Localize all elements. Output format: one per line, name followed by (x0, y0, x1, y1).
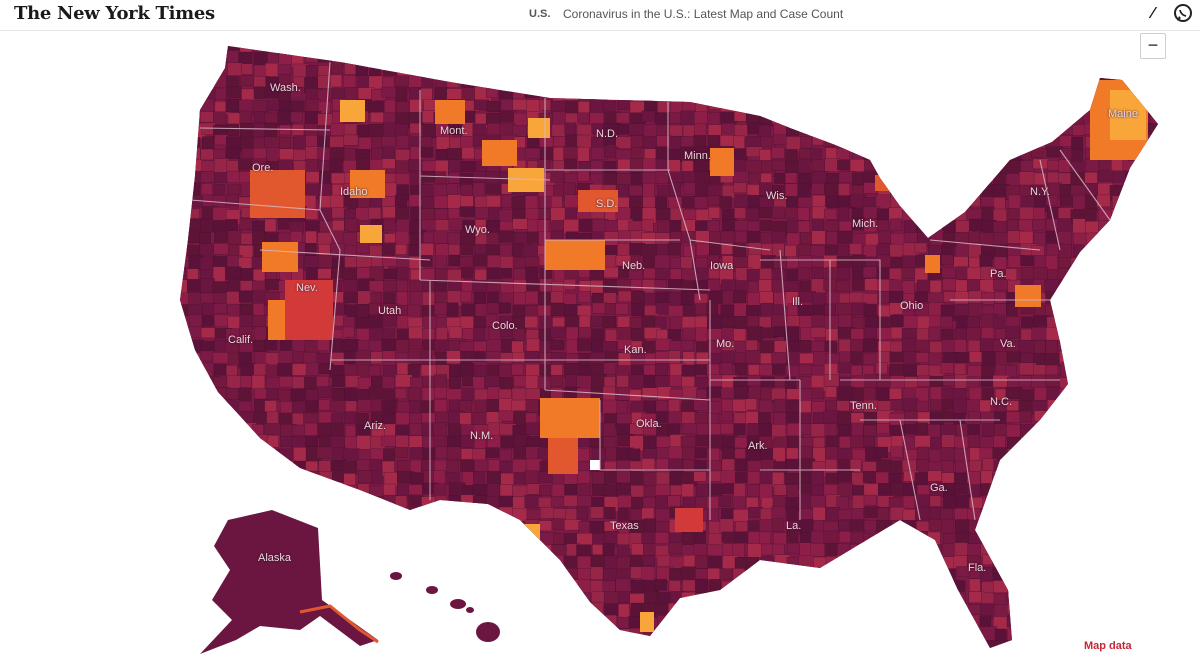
top-bar: The New York Times U.S. Coronavirus in t… (0, 0, 1200, 31)
state-borders (189, 61, 1111, 521)
state-label-nm: N.M. (470, 430, 494, 442)
state-label-nd: N.D. (596, 128, 618, 140)
state-label-okla: Okla. (636, 418, 662, 430)
article-headline: Coronavirus in the U.S.: Latest Map and … (563, 7, 844, 21)
state-label-mo: Mo. (716, 338, 735, 350)
us-county-map[interactable] (0, 30, 1200, 668)
state-label-ny: N.Y. (1030, 186, 1050, 198)
state-label-ariz: Ariz. (364, 420, 386, 432)
state-label-wash: Wash. (270, 82, 301, 94)
state-label-idaho: Idaho (340, 186, 368, 198)
map-credit: Map data (1084, 640, 1132, 652)
state-label-ill: Ill. (792, 296, 803, 308)
state-label-va: Va. (1000, 338, 1016, 350)
state-label-alaska: Alaska (258, 552, 292, 564)
alaska-shape (200, 510, 378, 654)
nyt-logo[interactable]: The New York Times (14, 3, 215, 24)
state-label-neb: Neb. (622, 260, 646, 272)
state-label-utah: Utah (378, 305, 402, 317)
state-label-ohio: Ohio (900, 300, 924, 312)
state-label-nc: N.C. (990, 396, 1012, 408)
state-label-kan: Kan. (624, 344, 647, 356)
state-label-nev: Nev. (296, 282, 318, 294)
whatsapp-icon[interactable] (1172, 2, 1194, 24)
state-label-fla: Fla. (968, 562, 987, 574)
state-label-iowa: Iowa (710, 260, 734, 272)
state-label-ore: Ore. (252, 162, 274, 174)
state-label-wyo: Wyo. (465, 224, 490, 236)
zoom-out-button[interactable]: − (1140, 33, 1166, 59)
state-label-sd: S.D. (596, 198, 618, 210)
state-label-ga: Ga. (930, 482, 948, 494)
state-label-mich: Mich. (852, 218, 879, 230)
state-label-wis: Wis. (766, 190, 788, 202)
state-label-tenn: Tenn. (850, 400, 877, 412)
state-label-la: La. (786, 520, 802, 532)
state-label-maine: Maine (1108, 108, 1138, 120)
section-label[interactable]: U.S. (529, 8, 551, 20)
state-label-mont: Mont. (440, 125, 468, 137)
state-label-ark: Ark. (748, 440, 768, 452)
state-label-colo: Colo. (492, 320, 518, 332)
state-label-minn: Minn. (684, 150, 711, 162)
share-icon[interactable]: ⁄ (1151, 5, 1155, 22)
state-label-texas: Texas (610, 520, 639, 532)
hawaii-shape (390, 572, 500, 642)
state-label-calif: Calif. (228, 334, 254, 346)
state-label-pa: Pa. (990, 268, 1007, 280)
